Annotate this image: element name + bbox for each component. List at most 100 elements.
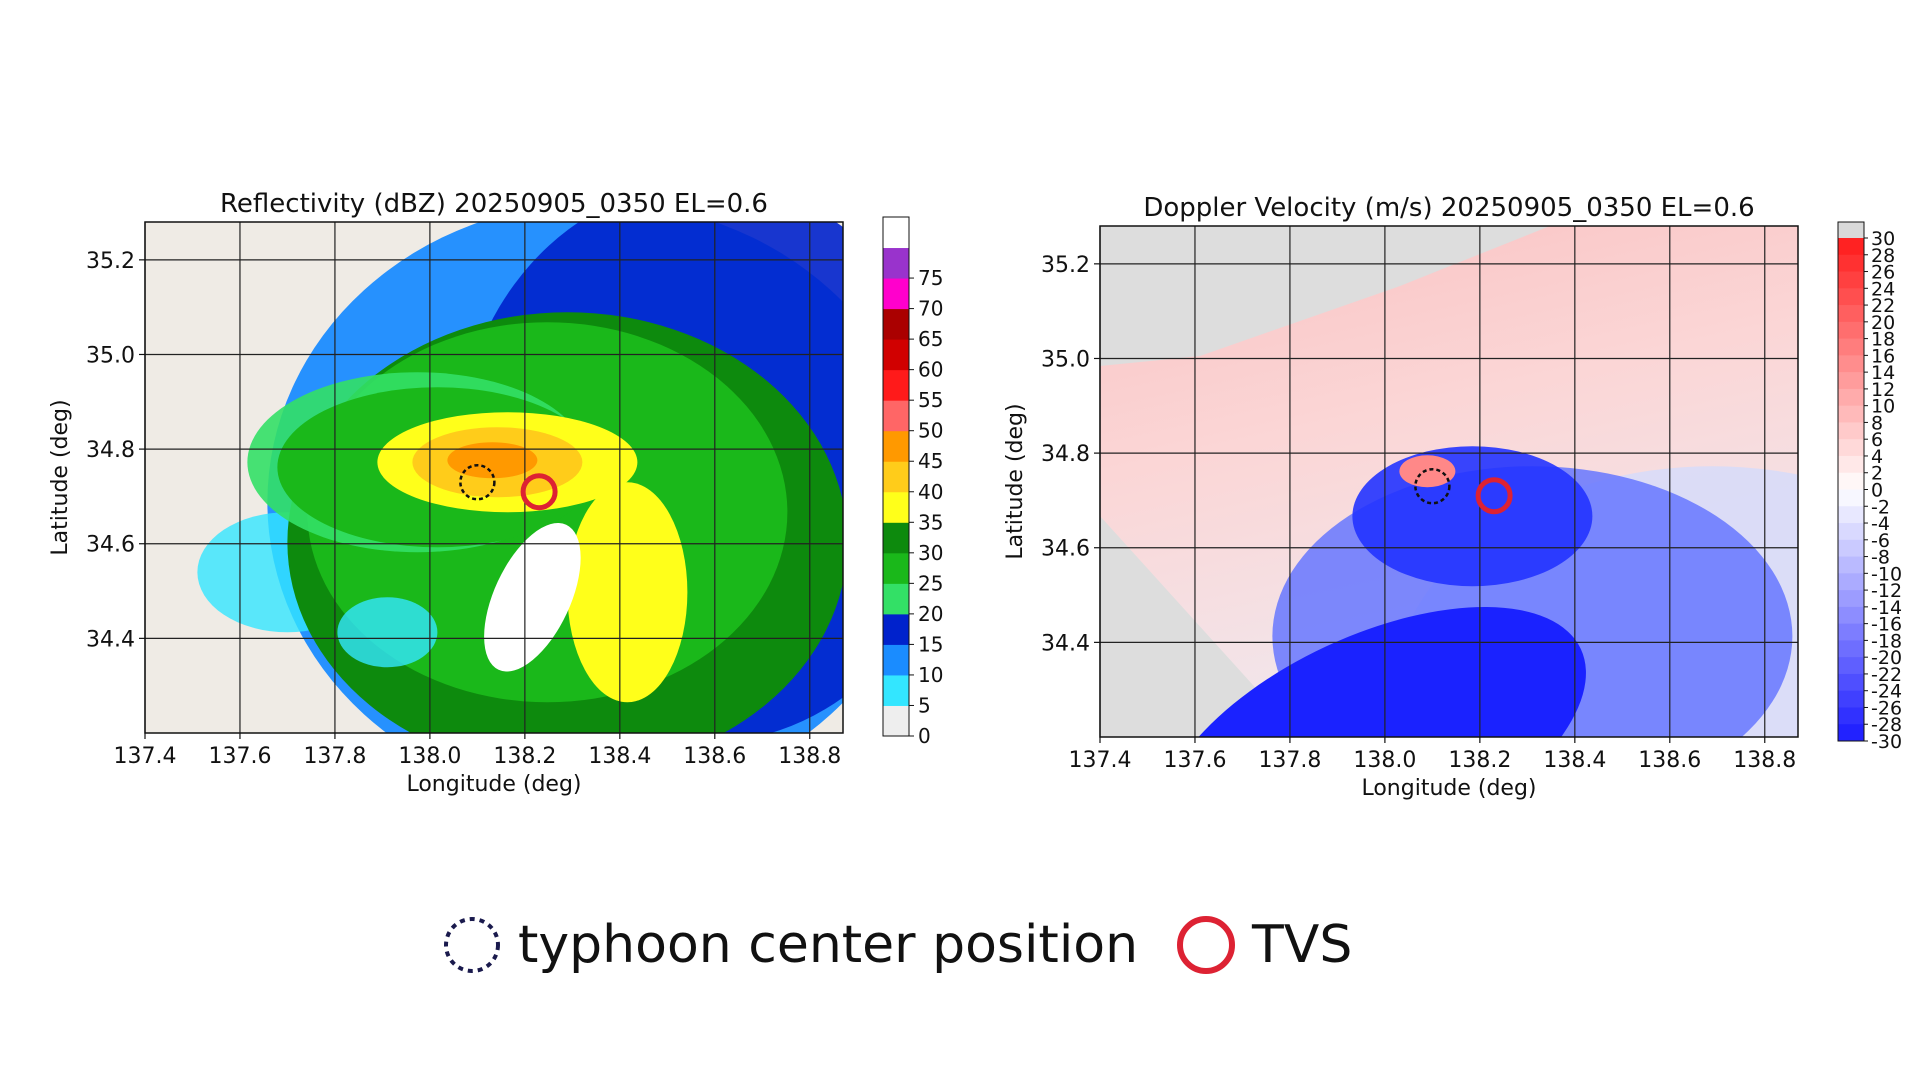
- refl-clear-1: [484, 522, 581, 672]
- vel-colorbar-step-25: [1838, 657, 1864, 675]
- vel-ytick-label-1: 34.6: [1041, 537, 1090, 562]
- vel-colorbar-label-10: 10: [1871, 396, 1895, 418]
- vel-colorbar-label-2: 26: [1871, 262, 1895, 284]
- vel-colorbar-step-23: [1838, 623, 1864, 641]
- refl-ytick-label-1: 34.6: [86, 533, 135, 558]
- refl-colorbar-bin-9: [883, 430, 909, 462]
- vel-plot-frame: [1099, 225, 1799, 738]
- refl-colorbar: 0 5 10 15 20 25 30 35 40 45 50 55 60 65 70 75: [882, 216, 943, 748]
- vel-colorbar-label-5: 20: [1871, 312, 1895, 334]
- vel-colorbar-step-17: [1838, 523, 1864, 541]
- vel-colorbar-step-11: [1838, 422, 1864, 440]
- refl-colorbar-bin-13: [883, 308, 909, 340]
- refl-colorbar-label-13: 65: [918, 327, 943, 351]
- refl-colorbar-label-1: 5: [918, 693, 931, 717]
- refl-blob-10: [447, 442, 538, 479]
- refl-colorbar-label-15: 75: [918, 266, 943, 290]
- vel-colorbar-label-12: 6: [1871, 429, 1883, 451]
- vel-panel: 137.4 137.6 137.8 138.0 138.2 138.4 138.6 138.8…: [1003, 193, 1902, 801]
- refl-colorbar-bin-16: [883, 217, 909, 249]
- vel-colorbar-label-28: -26: [1871, 697, 1902, 719]
- refl-ytick-label-3: 35.0: [86, 343, 135, 368]
- vel-colorbar-step-5: [1838, 321, 1864, 340]
- vel-colorbar-step-20: [1838, 573, 1864, 591]
- refl-ytick-label-2: 34.8: [86, 438, 135, 463]
- vel-sw-approach: [1158, 606, 1586, 737]
- refl-colorbar-label-4: 20: [918, 602, 943, 626]
- vel-xtick-label-4: 138.2: [1448, 748, 1511, 773]
- refl-colorbar-bin-7: [883, 491, 909, 523]
- vel-colorbar-step-9: [1838, 388, 1864, 407]
- legend-center-label: typhoon center position: [518, 915, 1139, 975]
- vel-colorbar-label-29: -28: [1871, 714, 1902, 736]
- refl-xtick-label-6: 138.6: [683, 744, 746, 769]
- vel-colorbar-step-0: [1838, 238, 1864, 256]
- vel-colorbar-label-21: -12: [1871, 580, 1902, 602]
- vel-xtick-label-0: 137.4: [1069, 748, 1132, 773]
- refl-colorbar-bin-6: [883, 522, 909, 554]
- refl-center-marker: [459, 463, 496, 501]
- vel-xtick-label-1: 137.6: [1163, 748, 1226, 773]
- refl-colorbar-label-12: 60: [918, 358, 943, 382]
- refl-colorbar-label-10: 50: [918, 419, 943, 443]
- vel-colorbar-label-20: -10: [1871, 563, 1902, 585]
- refl-colorbar-bin-3: [883, 613, 909, 645]
- refl-ytick-label-0: 34.4: [86, 627, 135, 652]
- vel-tvs-marker: [1475, 477, 1513, 515]
- vel-colorbar-label-13: 4: [1871, 446, 1883, 468]
- vel-xtick-label-5: 138.4: [1543, 748, 1606, 773]
- vel-center-marker: [1414, 467, 1451, 505]
- vel-colorbar-label-1: 28: [1871, 245, 1895, 267]
- vel-xtick-label-7: 138.8: [1733, 748, 1796, 773]
- vel-colorbar-label-6: 18: [1871, 329, 1895, 351]
- refl-panel: 137.4 137.6 137.8 138.0 138.2 138.4 138.6 138.8…: [48, 189, 943, 797]
- refl-colorbar-bin-4: [883, 583, 909, 615]
- vel-colorbar-step-28: [1838, 707, 1864, 725]
- vel-ytick-label-3: 35.0: [1041, 347, 1090, 372]
- vel-colorbar-label-11: 8: [1871, 412, 1883, 434]
- refl-tvs-marker: [520, 473, 558, 511]
- figure-legend: typhoon center position TVS: [440, 905, 1388, 985]
- vel-ytick-label-2: 34.8: [1041, 442, 1090, 467]
- vel-colorbar-over: [1838, 222, 1864, 238]
- vel-colorbar-label-8: 14: [1871, 362, 1895, 384]
- vel-colorbar-label-19: -8: [1871, 547, 1890, 569]
- vel-ytick-label-4: 35.2: [1041, 253, 1090, 278]
- refl-xtick-label-0: 137.4: [114, 744, 177, 769]
- vel-colorbar-label-3: 24: [1871, 278, 1895, 300]
- refl-ylabel: Latitude (deg): [48, 399, 73, 555]
- vel-colorbar-label-30: -30: [1871, 731, 1902, 753]
- refl-ytick-label-4: 35.2: [86, 249, 135, 274]
- refl-colorbar-label-2: 10: [918, 663, 943, 687]
- vel-colorbar-label-24: -18: [1871, 630, 1902, 652]
- refl-colorbar-bin-8: [883, 461, 909, 493]
- vel-colorbar: 302826242220181614121086420-2-4-6-8-10-1…: [1837, 221, 1902, 753]
- refl-colorbar-label-0: 0: [918, 724, 931, 748]
- refl-colorbar-label-6: 30: [918, 541, 943, 565]
- radar-panels: 137.4 137.6 137.8 138.0 138.2 138.4 138.6 138.8…: [48, 189, 1902, 801]
- refl-colorbar-bin-2: [883, 644, 909, 676]
- refl-xtick-label-2: 137.8: [303, 744, 366, 769]
- vel-colorbar-label-17: -4: [1871, 513, 1890, 535]
- refl-colorbar-bin-15: [883, 247, 909, 279]
- vel-colorbar-step-8: [1838, 372, 1864, 390]
- refl-colorbar-bin-5: [883, 552, 909, 584]
- vel-colorbar-label-14: 2: [1871, 463, 1883, 485]
- vel-colorbar-step-27: [1838, 690, 1864, 708]
- refl-xtick-label-3: 138.0: [398, 744, 461, 769]
- refl-colorbar-bin-10: [883, 400, 909, 432]
- dashed-circle-icon: [444, 917, 500, 973]
- vel-title: Doppler Velocity (m/s) 20250905_0350 EL=…: [1143, 193, 1754, 223]
- vel-colorbar-step-3: [1838, 288, 1864, 306]
- refl-plot-frame: [144, 221, 844, 734]
- refl-colorbar-bin-11: [883, 369, 909, 401]
- vel-colorbar-label-23: -16: [1871, 614, 1902, 636]
- refl-xtick-label-1: 137.6: [208, 744, 271, 769]
- vel-colorbar-step-2: [1838, 271, 1864, 289]
- vel-colorbar-step-19: [1838, 556, 1864, 574]
- vel-colorbar-step-16: [1838, 506, 1864, 524]
- vel-xlabel: Longitude (deg): [1361, 776, 1536, 801]
- vel-recede-spot: [1399, 455, 1456, 488]
- vel-colorbar-step-26: [1838, 673, 1864, 692]
